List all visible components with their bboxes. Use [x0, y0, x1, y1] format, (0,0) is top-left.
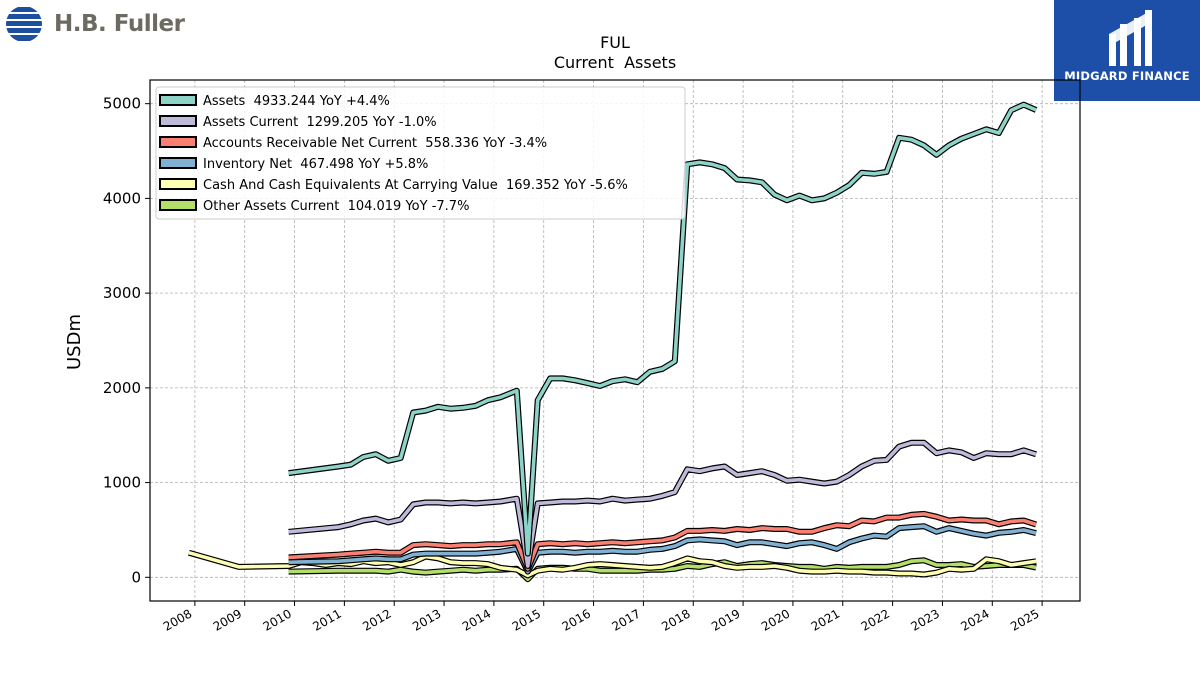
- legend-item: Assets Current 1299.205 YoY -1.0%: [159, 115, 437, 130]
- legend-swatch: [159, 199, 197, 211]
- series-line: [188, 550, 1037, 578]
- series-accounts-receivable-net-current: [288, 510, 1038, 572]
- x-tick-label: 2010: [261, 606, 294, 633]
- legend-label: Accounts Receivable Net Current 558.336 …: [203, 136, 547, 151]
- series-line: [288, 524, 1037, 574]
- x-tick-label: 2016: [560, 606, 593, 633]
- y-tick-label: 5000: [103, 95, 141, 113]
- legend-swatch: [159, 157, 197, 169]
- legend-label: Other Assets Current 104.019 YoY -7.7%: [203, 199, 469, 214]
- x-tick-label: 2014: [460, 606, 493, 633]
- legend-item: Other Assets Current 104.019 YoY -7.7%: [159, 199, 469, 214]
- series-inventory-net: [288, 523, 1037, 575]
- legend: Assets 4933.244 YoY +4.4% Assets Current …: [155, 86, 686, 220]
- series-assets: [288, 101, 1038, 557]
- company-name: H.B. Fuller: [54, 11, 185, 37]
- legend-item: Assets 4933.244 YoY +4.4%: [159, 94, 390, 109]
- legend-swatch: [159, 136, 197, 148]
- publisher-name: MIDGARD FINANCE: [1064, 69, 1190, 83]
- legend-swatch: [159, 115, 197, 127]
- publisher-logo: MIDGARD FINANCE: [1054, 0, 1200, 101]
- legend-label: Inventory Net 467.498 YoY +5.8%: [203, 157, 428, 172]
- x-tick-label: 2008: [161, 606, 194, 633]
- series-cash-and-cash-equivalents-at-carrying-value: [188, 549, 1037, 579]
- legend-swatch: [159, 94, 197, 106]
- legend-label: Assets 4933.244 YoY +4.4%: [203, 94, 390, 109]
- x-tick-label: 2022: [859, 606, 892, 633]
- x-tick-label: 2025: [1008, 606, 1041, 633]
- x-tick-label: 2023: [908, 606, 941, 633]
- legend-label: Cash And Cash Equivalents At Carrying Va…: [203, 178, 628, 193]
- chart-title: FUL: [600, 33, 630, 52]
- y-tick-label: 2000: [103, 379, 141, 397]
- series-lines: [188, 101, 1038, 583]
- legend-label: Assets Current 1299.205 YoY -1.0%: [203, 115, 437, 130]
- legend-item: Accounts Receivable Net Current 558.336 …: [159, 136, 547, 151]
- x-tick-label: 2020: [759, 606, 792, 633]
- series-line: [288, 102, 1037, 556]
- y-axis-label: USDm: [64, 314, 85, 370]
- legend-item: Inventory Net 467.498 YoY +5.8%: [159, 157, 428, 172]
- legend-box: [155, 86, 686, 220]
- series-line: [288, 512, 1037, 571]
- x-tick-label: 2015: [510, 606, 543, 633]
- series-assets-current: [288, 439, 1038, 569]
- x-tick-label: 2024: [958, 606, 991, 633]
- plot-frame: [149, 79, 1081, 602]
- x-tick-label: 2013: [410, 606, 443, 633]
- x-tick-label: 2009: [211, 606, 244, 633]
- series-line: [288, 441, 1037, 568]
- y-tick-label: 4000: [103, 189, 141, 207]
- x-tick-label: 2018: [659, 606, 692, 633]
- x-tick-label: 2011: [310, 606, 343, 633]
- series-line: [288, 558, 1037, 581]
- legend-item: Cash And Cash Equivalents At Carrying Va…: [159, 178, 628, 193]
- legend-swatch: [159, 178, 197, 190]
- x-tick-label: 2019: [709, 606, 742, 633]
- y-tick-label: 1000: [103, 474, 141, 492]
- y-tick-label: 0: [131, 568, 141, 586]
- x-tick-label: 2017: [609, 606, 642, 633]
- x-tick-label: 2012: [360, 606, 393, 633]
- y-tick-label: 3000: [103, 284, 141, 302]
- hb-fuller-logo-icon: [6, 6, 42, 42]
- company-logo: H.B. Fuller: [4, 4, 185, 44]
- series-other-assets-current: [288, 557, 1037, 583]
- x-tick-label: 2021: [809, 606, 842, 633]
- chart-subtitle: Current Assets: [554, 53, 676, 72]
- midgard-finance-logo-icon: [1109, 10, 1152, 66]
